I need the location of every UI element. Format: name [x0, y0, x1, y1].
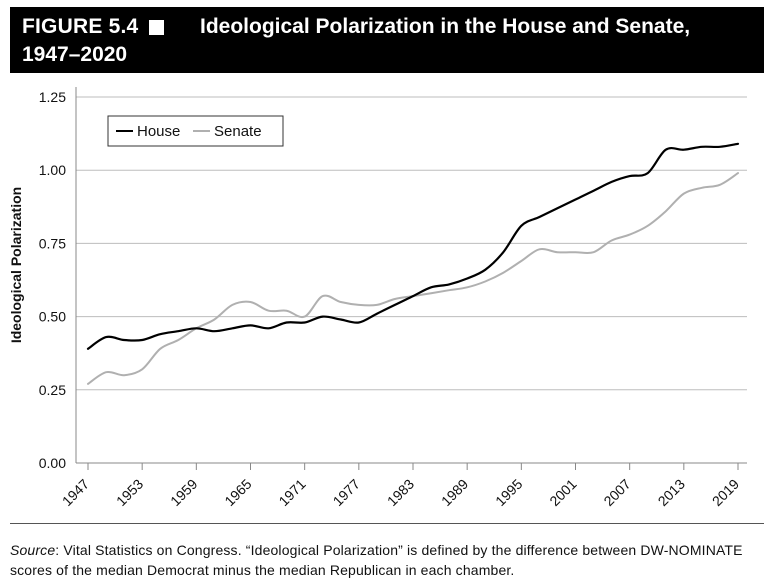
- legend-label-house: House: [137, 123, 180, 140]
- source-note: Source: Vital Statistics on Congress. “I…: [10, 540, 770, 580]
- x-tick-label: 2001: [546, 476, 579, 509]
- legend-label-senate: Senate: [214, 123, 262, 140]
- figure-header: FIGURE 5.4 Ideological Polarization in t…: [10, 7, 764, 73]
- y-tick-label: 1.00: [39, 162, 66, 178]
- x-tick-label: 1989: [438, 476, 471, 509]
- x-tick-label: 2007: [600, 476, 633, 509]
- series-line-senate: [87, 172, 739, 385]
- polarization-line-chart: 0.00 0.25 0.50 0.75 1.00 1.25 1947 1953 1959 1965…: [8, 87, 747, 509]
- x-tick-label: 1971: [275, 476, 308, 509]
- y-tick-label: 0.50: [39, 309, 66, 325]
- series-lines: [86, 142, 740, 385]
- divider: [10, 523, 764, 524]
- legend: House Senate: [107, 115, 284, 147]
- source-text: : Vital Statistics on Congress. “Ideolog…: [10, 542, 743, 578]
- x-tick-label: 2013: [655, 476, 688, 509]
- x-tick-label: 2019: [709, 476, 742, 509]
- y-tick-label: 1.25: [39, 89, 66, 105]
- figure-label: FIGURE 5.4: [22, 15, 139, 38]
- x-tick-label: 1959: [167, 476, 200, 509]
- y-tick-label: 0.00: [39, 455, 66, 471]
- series-line-house: [86, 142, 740, 350]
- y-tick-label: 0.75: [39, 235, 66, 251]
- square-icon: [149, 20, 164, 35]
- figure-title-years: 1947–2020: [22, 43, 128, 66]
- x-tick-label: 1947: [59, 476, 92, 509]
- x-tick-label: 1983: [384, 476, 417, 509]
- figure-title: Ideological Polarization in the House an…: [200, 15, 691, 38]
- x-tick-label: 1953: [113, 476, 146, 509]
- y-axis-label: Ideological Polarization: [8, 187, 24, 343]
- tick-labels: 0.00 0.25 0.50 0.75 1.00 1.25 1947 1953 1959 1965…: [39, 89, 743, 509]
- grid-lines: [76, 96, 747, 391]
- y-tick-label: 0.25: [39, 382, 66, 398]
- x-tick-label: 1977: [330, 476, 363, 509]
- x-tick-label: 1995: [492, 476, 525, 509]
- x-tick-label: 1965: [221, 476, 254, 509]
- axes: [75, 87, 747, 470]
- source-lead: Source: [10, 542, 56, 558]
